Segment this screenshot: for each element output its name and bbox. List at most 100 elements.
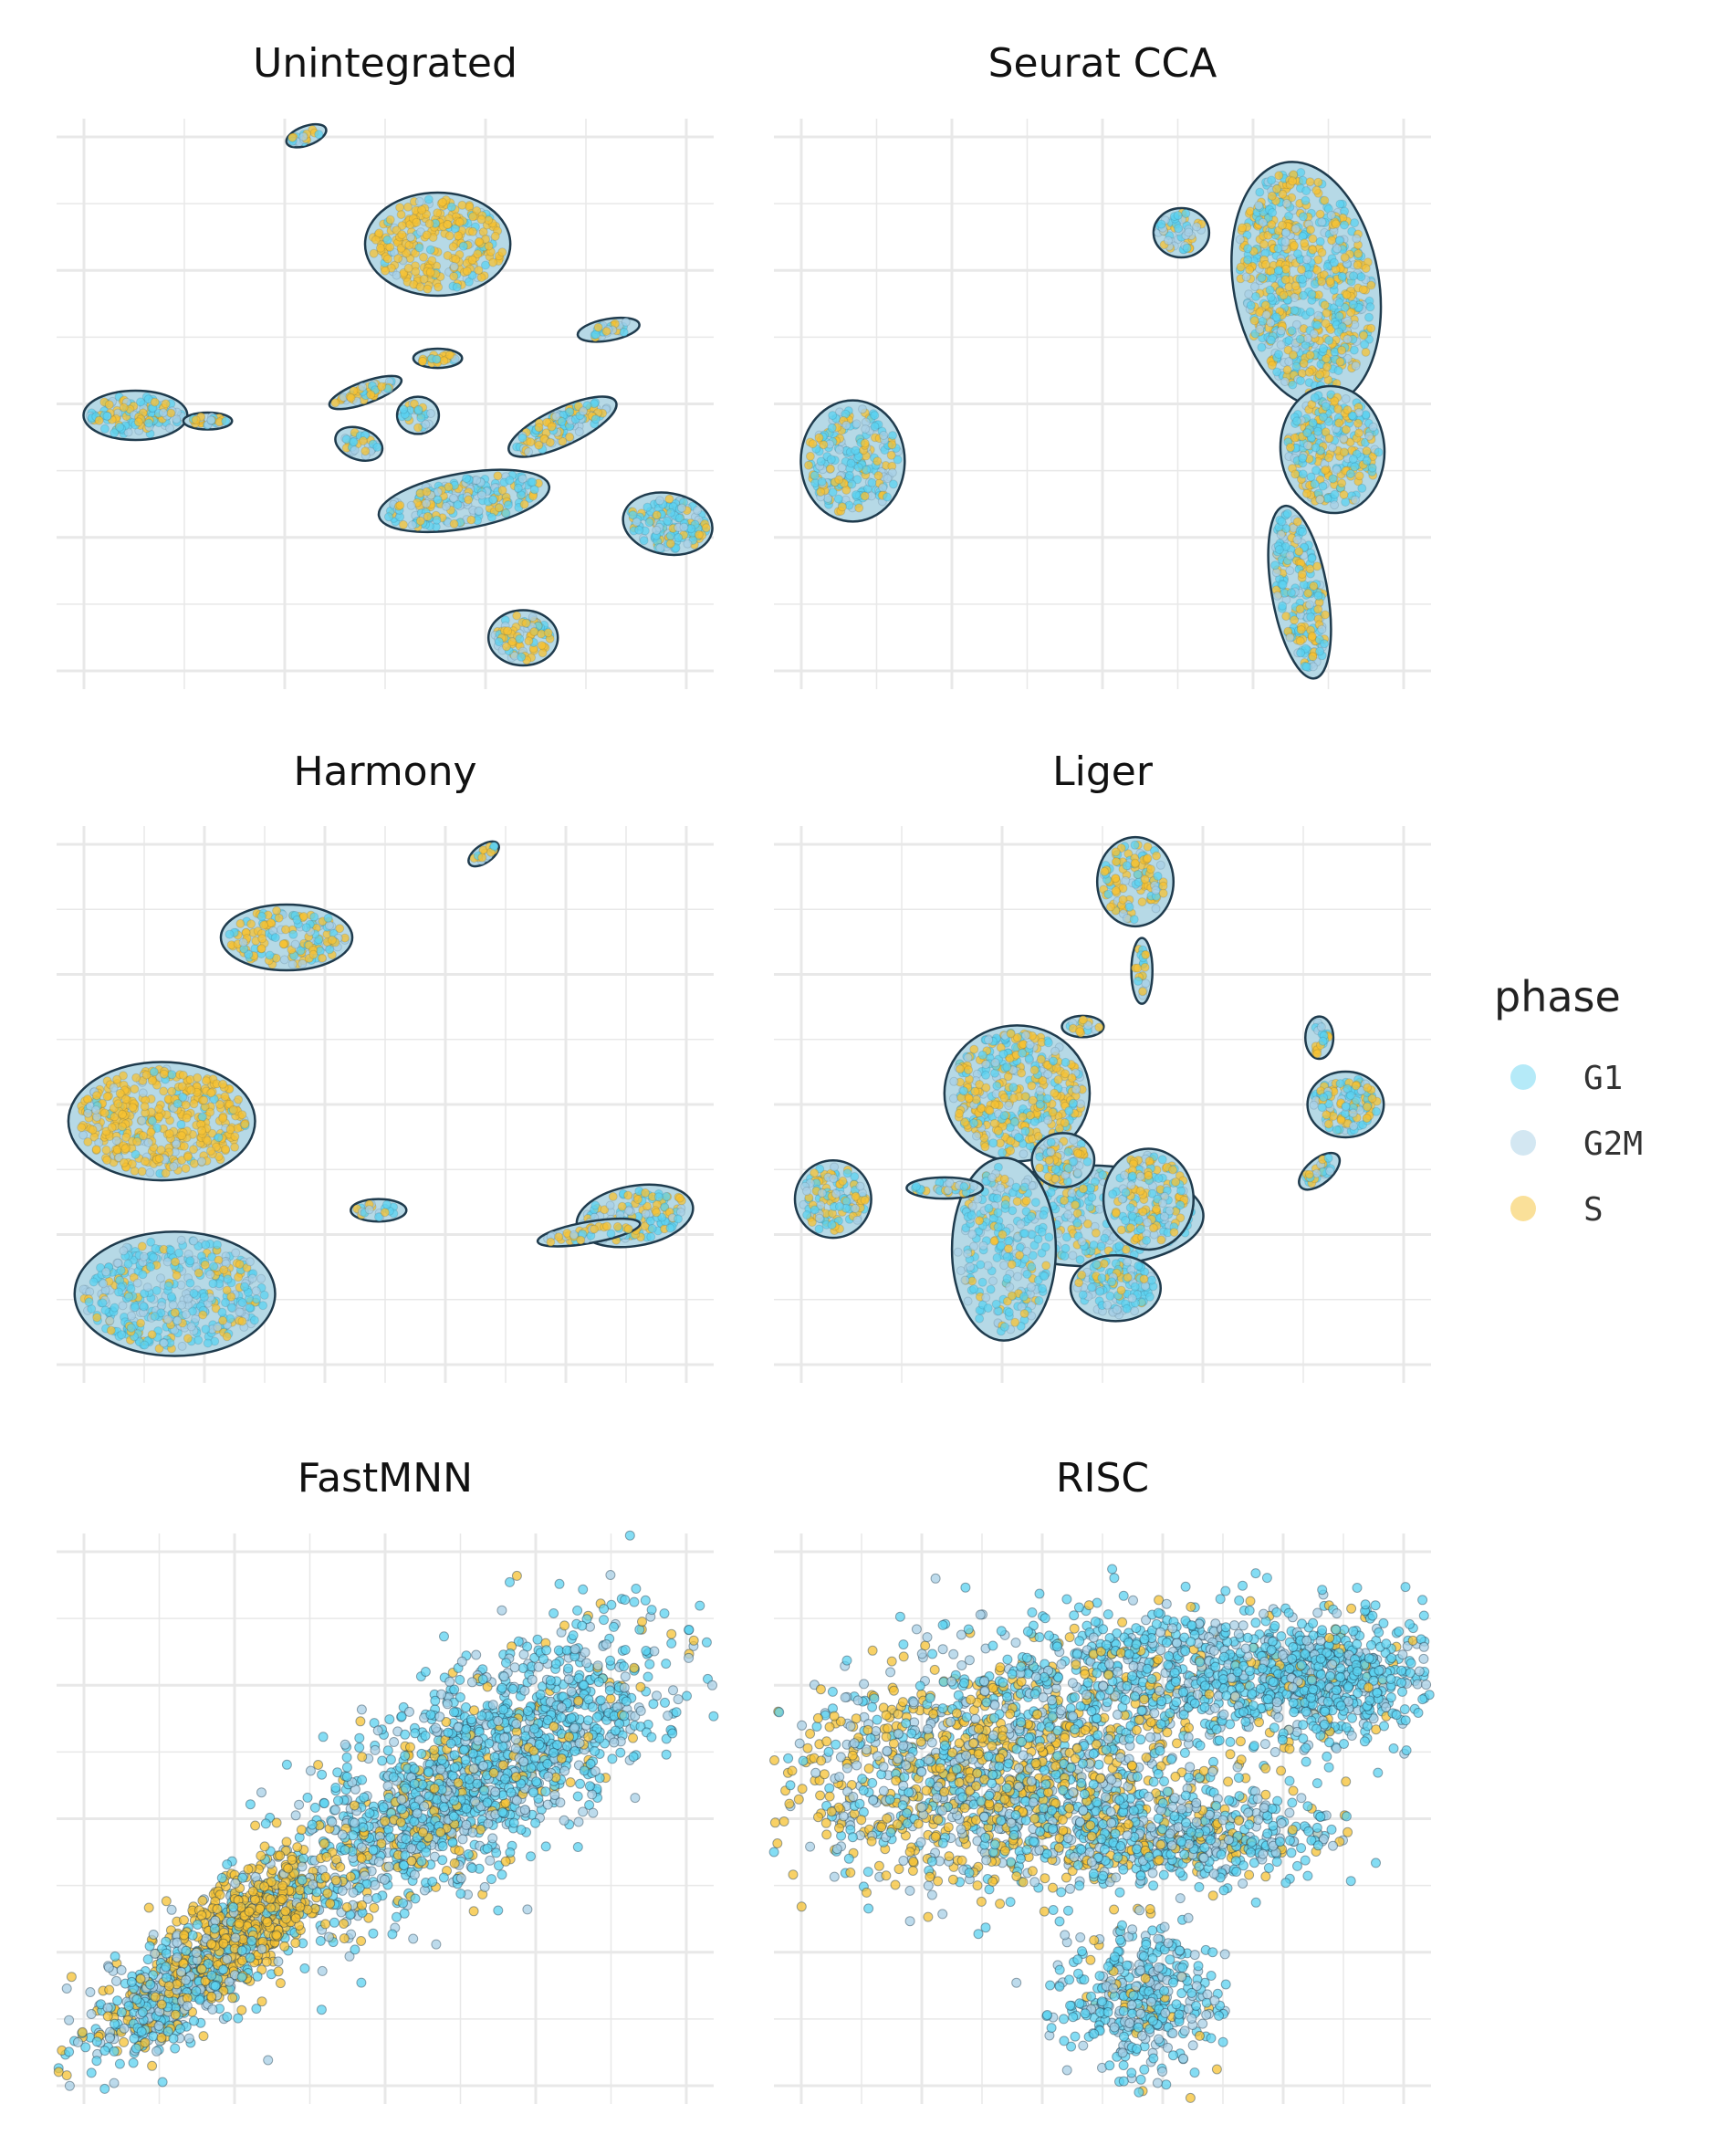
cell-point: [1096, 1241, 1106, 1251]
cell-point: [140, 1340, 150, 1350]
cell-point: [1035, 1099, 1045, 1109]
cell-point: [278, 939, 288, 949]
cell-point: [102, 1092, 112, 1102]
cell-point: [1155, 860, 1165, 870]
cell-point: [996, 1183, 1006, 1193]
cell-point: [1182, 243, 1192, 253]
cell-point: [989, 1236, 999, 1246]
cell-point: [1315, 646, 1325, 656]
cluster: [1130, 937, 1155, 1005]
cell-point: [1021, 1196, 1031, 1206]
cell-point: [1137, 897, 1147, 907]
cell-point: [847, 479, 857, 489]
cell-point: [652, 1208, 662, 1218]
cell-point: [258, 1301, 268, 1311]
cell-point: [545, 437, 555, 447]
cell-point: [437, 197, 447, 207]
cell-point: [1274, 266, 1283, 276]
cell-point: [634, 525, 644, 535]
cell-point: [137, 1241, 147, 1251]
cell-point: [1067, 1073, 1077, 1083]
cell-point: [146, 1127, 156, 1137]
cell-point: [1290, 224, 1301, 234]
cell-point: [1089, 1240, 1099, 1251]
cell-point: [1122, 861, 1132, 871]
cell-point: [169, 1162, 179, 1171]
cell-point: [166, 408, 176, 418]
cell-point: [281, 925, 290, 935]
cell-point: [328, 935, 337, 945]
cell-point: [998, 1147, 1008, 1157]
cell-point: [853, 463, 863, 473]
cell-point: [984, 1035, 994, 1045]
cell-point: [140, 1156, 150, 1167]
cell-point: [415, 516, 425, 526]
cell-point: [1273, 244, 1283, 254]
cell-point: [1077, 1237, 1087, 1247]
cell-point: [172, 1271, 182, 1281]
cell-point: [462, 267, 472, 277]
cell-point: [1019, 1309, 1029, 1319]
cell-point: [1364, 431, 1374, 441]
cell-point: [230, 1132, 240, 1142]
cell-point: [1111, 847, 1121, 857]
cell-point: [619, 328, 629, 337]
cell-point: [612, 1221, 622, 1231]
cell-point: [426, 409, 435, 418]
cell-point: [115, 422, 125, 432]
cell-point: [385, 215, 395, 225]
cell-point: [593, 322, 603, 332]
cell-point: [999, 1322, 1009, 1332]
cell-point: [985, 1105, 995, 1115]
cell-point: [105, 1315, 115, 1325]
cell-point: [674, 1214, 683, 1224]
cell-point: [446, 202, 456, 212]
cell-point: [1322, 309, 1332, 318]
cell-point: [203, 1338, 213, 1348]
cell-point: [189, 1158, 199, 1168]
cell-point: [1334, 235, 1344, 246]
cell-point: [1043, 1069, 1053, 1079]
cell-point: [1064, 1106, 1074, 1116]
cell-point: [197, 1112, 207, 1122]
cell-point: [1246, 300, 1256, 310]
cell-point: [131, 1149, 141, 1159]
cell-point: [1308, 234, 1318, 244]
cell-point: [454, 231, 463, 241]
cell-point: [1276, 529, 1286, 539]
cell-point: [1315, 370, 1325, 380]
cell-point: [1025, 1040, 1035, 1050]
cell-point: [138, 1088, 148, 1098]
cell-point: [150, 397, 160, 407]
cell-point: [1360, 340, 1370, 350]
cell-point: [804, 460, 813, 470]
cluster: [73, 1230, 277, 1357]
cell-point: [164, 1129, 174, 1138]
cell-point: [218, 1113, 228, 1123]
cell-point: [1313, 604, 1323, 614]
cell-point: [382, 254, 392, 264]
cell-point: [1050, 1046, 1061, 1056]
cell-point: [102, 411, 112, 421]
cell-point: [118, 1301, 128, 1311]
cluster: [328, 374, 403, 411]
cell-point: [969, 1241, 978, 1251]
cell-point: [965, 1261, 975, 1272]
cell-point: [1324, 453, 1333, 463]
cell-point: [664, 494, 674, 504]
cell-point: [512, 611, 522, 621]
cell-point: [1013, 1272, 1022, 1282]
cell-point: [1362, 446, 1372, 456]
cell-point: [852, 419, 862, 429]
cell-point: [1280, 275, 1290, 285]
cell-point: [298, 912, 308, 921]
cell-point: [960, 1275, 970, 1285]
cell-point: [837, 502, 847, 512]
cell-point: [1004, 1244, 1013, 1253]
cell-point: [1301, 195, 1311, 205]
cell-point: [1296, 376, 1305, 386]
cell-point: [517, 652, 527, 662]
cell-point: [259, 920, 269, 930]
cell-point: [208, 1279, 218, 1289]
cell-point: [1341, 394, 1351, 403]
